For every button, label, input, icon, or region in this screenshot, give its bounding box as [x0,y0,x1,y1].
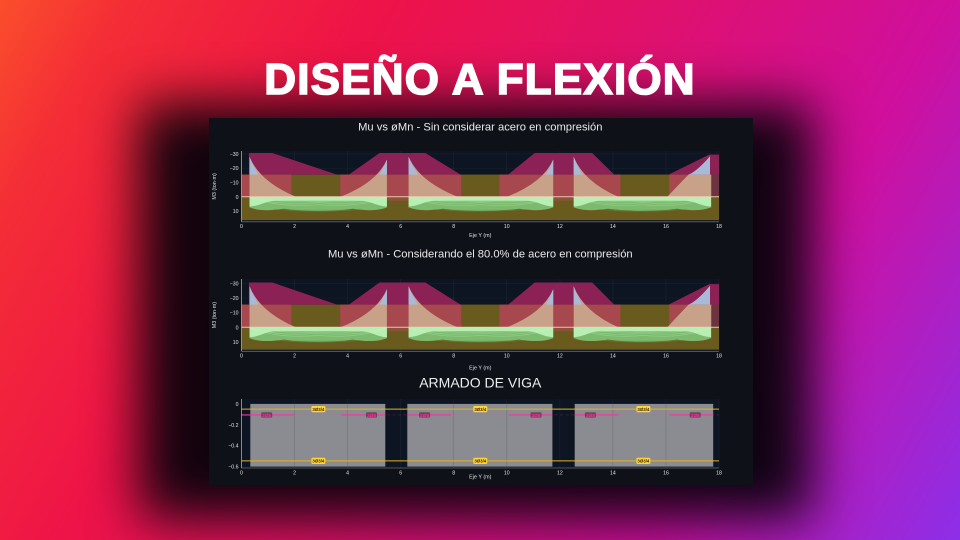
svg-text:2: 2 [293,354,296,360]
svg-text:14: 14 [610,354,616,360]
svg-text:6: 6 [399,354,402,360]
svg-text:10: 10 [504,354,510,360]
svg-text:−30: −30 [230,152,239,158]
svg-text:0: 0 [236,402,239,408]
svg-text:14: 14 [610,470,616,476]
svg-text:2Ø5: 2Ø5 [691,413,700,419]
svg-text:18: 18 [716,470,722,476]
svg-text:18: 18 [716,354,722,360]
svg-text:Eje Y (m): Eje Y (m) [469,233,491,239]
svg-text:8: 8 [452,470,455,476]
svg-text:16: 16 [663,224,669,230]
svg-text:12: 12 [557,354,563,360]
svg-text:−20: −20 [230,296,239,302]
svg-text:12: 12 [557,224,563,230]
svg-text:−10: −10 [230,181,239,187]
svg-text:4: 4 [346,354,349,360]
svg-text:10: 10 [233,209,239,215]
svg-text:10: 10 [504,470,510,476]
svg-text:3Ø3/4: 3Ø3/4 [637,407,650,412]
svg-text:0: 0 [240,354,243,360]
svg-text:−10: −10 [230,311,239,317]
svg-text:ARMADO DE VIGA: ARMADO DE VIGA [419,374,542,390]
svg-text:M3 (ton·m): M3 (ton·m) [212,173,218,200]
svg-text:4: 4 [346,470,349,476]
svg-text:0: 0 [236,195,239,201]
svg-text:2Ø8: 2Ø8 [420,413,429,419]
svg-text:0: 0 [240,224,243,230]
svg-text:2Ø8: 2Ø8 [367,413,376,419]
svg-text:−0.6: −0.6 [228,465,238,471]
svg-text:2: 2 [293,224,296,230]
svg-text:10: 10 [233,340,239,346]
svg-text:2Ø5: 2Ø5 [262,413,271,419]
svg-text:3Ø3/4: 3Ø3/4 [637,459,650,464]
svg-text:−0.4: −0.4 [228,444,238,450]
svg-text:2Ø8: 2Ø8 [586,413,595,419]
svg-text:Eje Y (m): Eje Y (m) [469,365,491,371]
svg-text:16: 16 [663,470,669,476]
svg-text:0: 0 [236,325,239,331]
svg-text:6: 6 [399,470,402,476]
svg-text:3Ø3/4: 3Ø3/4 [474,459,487,464]
svg-text:14: 14 [610,224,616,230]
svg-text:−0.2: −0.2 [228,423,238,429]
svg-text:0: 0 [240,470,243,476]
svg-text:M3 (ton·m): M3 (ton·m) [212,302,218,329]
svg-text:10: 10 [504,224,510,230]
svg-text:6: 6 [399,224,402,230]
svg-text:−20: −20 [230,166,239,172]
svg-text:Mu vs øMn - Sin considerar ace: Mu vs øMn - Sin considerar acero en comp… [358,122,602,134]
svg-text:3Ø3/4: 3Ø3/4 [474,407,487,412]
svg-text:4: 4 [346,224,349,230]
svg-text:2: 2 [293,470,296,476]
svg-text:12: 12 [557,470,563,476]
svg-text:8: 8 [452,224,455,230]
svg-text:3Ø3/4: 3Ø3/4 [312,459,325,464]
svg-text:8: 8 [452,354,455,360]
svg-text:Eje Y (m): Eje Y (m) [469,475,491,481]
svg-text:16: 16 [663,354,669,360]
svg-text:Mu vs øMn - Considerando el 80: Mu vs øMn - Considerando el 80.0% de ace… [328,249,633,261]
svg-text:2Ø8: 2Ø8 [531,413,540,419]
svg-text:3Ø3/4: 3Ø3/4 [312,407,325,412]
svg-text:18: 18 [716,224,722,230]
svg-text:−30: −30 [230,281,239,287]
